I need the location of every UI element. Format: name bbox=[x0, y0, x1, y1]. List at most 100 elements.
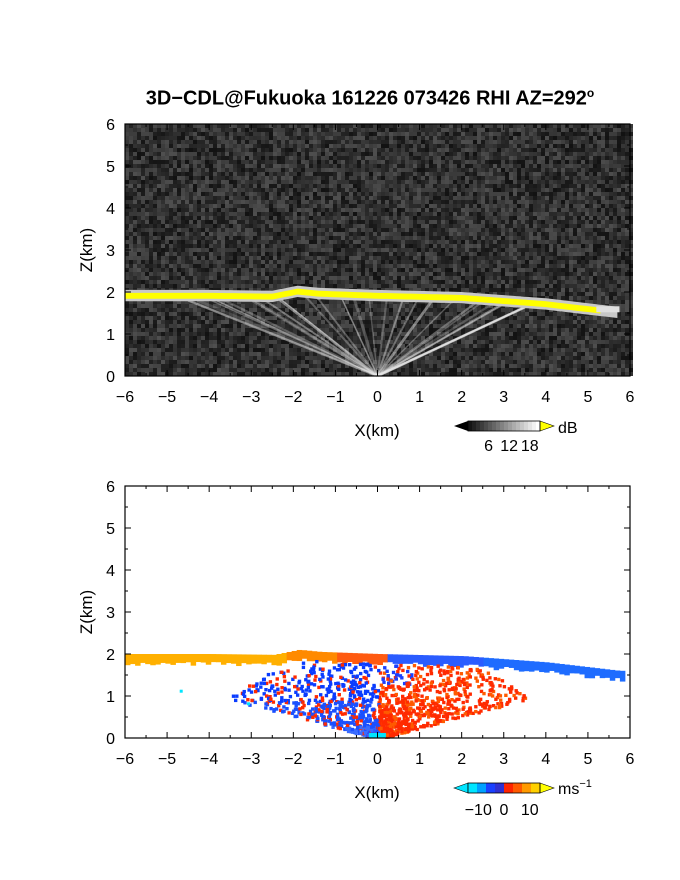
noise-pixel bbox=[453, 144, 457, 148]
noise-pixel bbox=[477, 204, 481, 208]
noise-pixel bbox=[345, 244, 349, 248]
noise-pixel bbox=[177, 268, 181, 272]
noise-pixel bbox=[433, 248, 437, 252]
noise-pixel bbox=[261, 156, 265, 160]
noise-pixel bbox=[561, 276, 565, 280]
noise-pixel bbox=[601, 236, 605, 240]
noise-pixel bbox=[225, 132, 229, 136]
noise-pixel bbox=[137, 144, 141, 148]
noise-pixel bbox=[305, 156, 309, 160]
noise-pixel bbox=[349, 260, 353, 264]
noise-pixel bbox=[589, 244, 593, 248]
noise-pixel bbox=[609, 208, 613, 212]
noise-pixel bbox=[573, 136, 577, 140]
noise-pixel bbox=[401, 228, 405, 232]
noise-pixel bbox=[529, 268, 533, 272]
noise-pixel bbox=[397, 248, 401, 252]
noise-pixel bbox=[481, 172, 485, 176]
noise-pixel bbox=[369, 236, 373, 240]
noise-pixel bbox=[185, 140, 189, 144]
noise-pixel bbox=[573, 148, 577, 152]
noise-pixel bbox=[157, 136, 161, 140]
noise-pixel bbox=[581, 272, 585, 276]
noise-pixel bbox=[469, 168, 473, 172]
noise-pixel bbox=[513, 228, 517, 232]
noise-pixel bbox=[205, 276, 209, 280]
noise-pixel bbox=[269, 272, 273, 276]
noise-pixel bbox=[521, 260, 525, 264]
noise-pixel bbox=[249, 256, 253, 260]
noise-pixel bbox=[505, 220, 509, 224]
noise-pixel bbox=[265, 256, 269, 260]
noise-pixel bbox=[209, 180, 213, 184]
noise-pixel bbox=[357, 168, 361, 172]
noise-pixel bbox=[473, 168, 477, 172]
noise-pixel bbox=[241, 188, 245, 192]
noise-pixel bbox=[617, 196, 621, 200]
noise-pixel bbox=[149, 176, 153, 180]
noise-pixel bbox=[265, 152, 269, 156]
noise-pixel bbox=[165, 224, 169, 228]
noise-pixel bbox=[617, 204, 621, 208]
noise-pixel bbox=[533, 128, 537, 132]
noise-pixel bbox=[233, 152, 237, 156]
noise-pixel bbox=[237, 256, 241, 260]
noise-pixel bbox=[285, 216, 289, 220]
noise-pixel bbox=[501, 124, 505, 128]
noise-pixel bbox=[473, 244, 477, 248]
noise-pixel bbox=[169, 184, 173, 188]
noise-pixel bbox=[573, 152, 577, 156]
noise-pixel bbox=[177, 168, 181, 172]
noise-pixel bbox=[269, 236, 273, 240]
noise-pixel bbox=[333, 196, 337, 200]
noise-pixel bbox=[493, 256, 497, 260]
noise-pixel bbox=[545, 276, 549, 280]
noise-pixel bbox=[485, 204, 489, 208]
noise-pixel bbox=[345, 156, 349, 160]
noise-pixel bbox=[357, 260, 361, 264]
noise-pixel bbox=[589, 232, 593, 236]
noise-pixel bbox=[257, 148, 261, 152]
noise-pixel bbox=[445, 224, 449, 228]
noise-pixel bbox=[449, 252, 453, 256]
noise-pixel bbox=[205, 192, 209, 196]
noise-pixel bbox=[433, 240, 437, 244]
noise-pixel bbox=[265, 128, 269, 132]
noise-pixel bbox=[169, 212, 173, 216]
noise-pixel bbox=[553, 188, 557, 192]
noise-pixel bbox=[577, 268, 581, 272]
noise-pixel bbox=[373, 236, 377, 240]
noise-pixel bbox=[585, 212, 589, 216]
noise-pixel bbox=[601, 244, 605, 248]
noise-pixel bbox=[441, 168, 445, 172]
noise-pixel bbox=[233, 176, 237, 180]
noise-pixel bbox=[437, 188, 441, 192]
noise-pixel bbox=[469, 224, 473, 228]
noise-pixel bbox=[361, 172, 365, 176]
noise-pixel bbox=[509, 124, 513, 128]
noise-pixel bbox=[457, 160, 461, 164]
noise-pixel bbox=[377, 140, 381, 144]
noise-pixel bbox=[129, 204, 133, 208]
noise-pixel bbox=[137, 228, 141, 232]
noise-pixel bbox=[437, 164, 441, 168]
noise-pixel bbox=[197, 176, 201, 180]
noise-pixel bbox=[257, 236, 261, 240]
noise-pixel bbox=[305, 240, 309, 244]
noise-pixel bbox=[193, 200, 197, 204]
noise-pixel bbox=[369, 196, 373, 200]
noise-pixel bbox=[357, 172, 361, 176]
noise-pixel bbox=[189, 232, 193, 236]
noise-pixel bbox=[585, 252, 589, 256]
noise-pixel bbox=[593, 260, 597, 264]
noise-pixel bbox=[433, 160, 437, 164]
noise-pixel bbox=[377, 216, 381, 220]
noise-pixel bbox=[369, 248, 373, 252]
noise-pixel bbox=[273, 248, 277, 252]
noise-pixel bbox=[197, 252, 201, 256]
noise-pixel bbox=[229, 236, 233, 240]
noise-pixel bbox=[389, 248, 393, 252]
noise-pixel bbox=[513, 200, 517, 204]
noise-pixel bbox=[205, 180, 209, 184]
noise-pixel bbox=[421, 160, 425, 164]
